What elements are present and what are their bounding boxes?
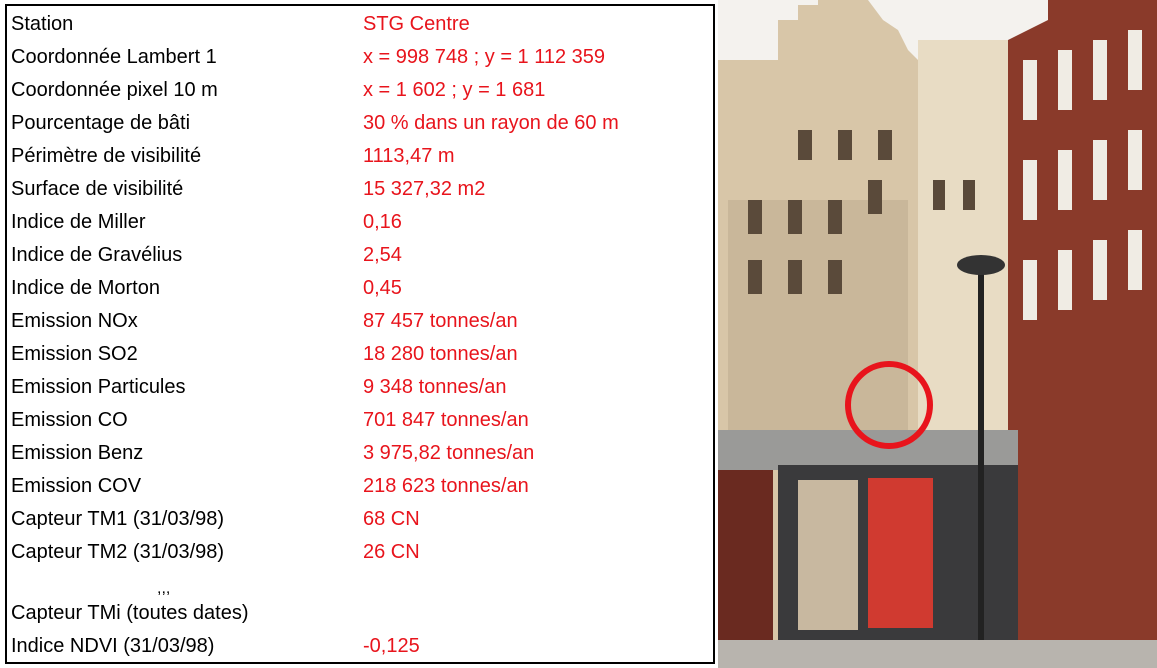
row-label: Capteur TM2 (31/03/98) <box>11 541 225 563</box>
row-value: 68 CN <box>363 508 420 530</box>
ellipsis: ,,, <box>157 580 171 597</box>
row-value: 87 457 tonnes/an <box>363 310 518 332</box>
row-value: x = 998 748 ; y = 1 112 359 <box>363 46 606 68</box>
row-label: Emission SO2 <box>11 343 138 365</box>
row-value: x = 1 602 ; y = 1 681 <box>363 79 546 101</box>
row-value: 0,45 <box>363 277 402 299</box>
row-label: Indice de Morton <box>11 277 160 299</box>
row-label: Station <box>11 13 74 35</box>
row-value: 0,16 <box>363 211 402 233</box>
row-label: Capteur TMi (toutes dates) <box>11 602 249 624</box>
row-label: Coordonnée pixel 10 m <box>11 79 218 101</box>
row-label: Emission NOx <box>11 310 138 332</box>
row-value: 3 975,82 tonnes/an <box>363 442 535 464</box>
row-value: 30 % dans un rayon de 60 m <box>363 112 619 134</box>
row-value: 218 623 tonnes/an <box>363 475 529 497</box>
row-label: Coordonnée Lambert 1 <box>11 46 217 68</box>
row-label: Surface de visibilité <box>11 178 184 200</box>
row-value: 26 CN <box>363 541 420 563</box>
info-table: Station STG Centre Coordonnée Lambert 1 x =… <box>5 4 715 664</box>
row-value: 701 847 tonnes/an <box>363 409 529 431</box>
row-label: Emission COV <box>11 475 142 497</box>
row-value: 15 327,32 m2 <box>363 178 486 200</box>
row-label: Indice NDVI (31/03/98) <box>11 635 215 657</box>
row-label: Emission Particules <box>11 376 186 398</box>
row-label: Emission Benz <box>11 442 144 464</box>
row-label: Emission CO <box>11 409 128 431</box>
row-label: Indice de Gravélius <box>11 244 183 266</box>
row-value: 18 280 tonnes/an <box>363 343 518 365</box>
street-photo <box>718 0 1157 668</box>
row-value: 9 348 tonnes/an <box>363 376 507 398</box>
row-label: Périmètre de visibilité <box>11 145 202 167</box>
row-value: -0,125 <box>363 635 420 657</box>
row-value: STG Centre <box>363 13 470 35</box>
row-value: 1113,47 m <box>363 145 455 167</box>
row-label: Pourcentage de bâti <box>11 112 191 134</box>
row-label: Indice de Miller <box>11 211 146 233</box>
row-label: Capteur TM1 (31/03/98) <box>11 508 225 530</box>
row-value: 2,54 <box>363 244 402 266</box>
